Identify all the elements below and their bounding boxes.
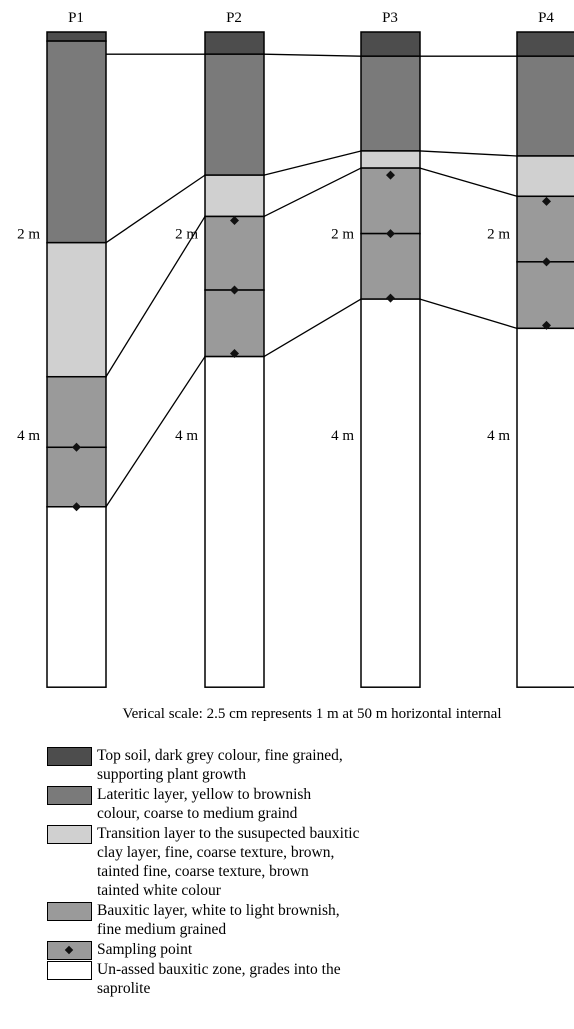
depth-mark-2m: 2 m — [175, 227, 198, 243]
layer-unassessed — [516, 327, 574, 688]
layer-bauxitic — [46, 446, 107, 508]
profile-p1: P1 2 m 4 m — [17, 10, 107, 688]
sampling-point — [542, 320, 551, 330]
sampling-point — [542, 196, 551, 206]
sampling-point — [72, 442, 81, 452]
sampling-point-icon — [64, 945, 74, 955]
layer-transition — [516, 155, 574, 198]
layer-bauxitic — [516, 261, 574, 330]
legend-item-transition: Transition layer to the susupected bauxi… — [47, 824, 467, 900]
legend-text: Lateritic layer, yellow to brownish colo… — [97, 786, 312, 822]
depth-mark-2m: 2 m — [487, 227, 510, 243]
layer-bauxitic — [360, 232, 421, 300]
profile-p2: P2 2 m 4 m — [175, 10, 265, 688]
legend-swatch-transition — [47, 825, 92, 844]
sampling-point — [230, 349, 239, 359]
profile-label: P1 — [68, 10, 84, 26]
profile-label: P3 — [382, 10, 398, 26]
layer-transition — [46, 241, 107, 378]
layer-lateritic — [204, 53, 265, 176]
legend-swatch-bauxitic — [47, 902, 92, 921]
scale-note: Verical scale: 2.5 cm represents 1 m at … — [122, 706, 501, 722]
layer-topsoil — [46, 31, 107, 42]
legend-item-lateritic: Lateritic layer, yellow to brownish colo… — [47, 785, 467, 823]
correlation-line — [419, 150, 518, 157]
profile-label: P2 — [226, 10, 242, 26]
correlation-lines — [105, 53, 518, 508]
legend-text: Transition layer to the susupected bauxi… — [97, 825, 360, 899]
layer-lateritic — [46, 40, 107, 244]
layer-bauxitic — [204, 215, 265, 291]
legend-text: Un-assed bauxitic zone, grades into the … — [97, 961, 341, 997]
layer-transition — [360, 150, 421, 169]
legend-swatch-topsoil — [47, 747, 92, 766]
layer-topsoil — [516, 31, 574, 57]
profiles-layer: P1 2 m 4 m P2 2 m 4 m P3 2 m 4 m P4 2 m 4 m — [17, 10, 574, 688]
depth-mark-4m: 4 m — [331, 428, 354, 444]
depth-mark-4m: 4 m — [17, 428, 40, 444]
legend-swatch-lateritic — [47, 786, 92, 805]
layer-topsoil — [360, 31, 421, 57]
sampling-point — [386, 229, 395, 239]
layer-unassessed — [204, 355, 265, 688]
layer-bauxitic — [204, 289, 265, 358]
profile-diagram: P1 2 m 4 m P2 2 m 4 m P3 2 m 4 m P4 2 m 4 m Verical… — [17, 10, 574, 722]
legend-item-topsoil: Top soil, dark grey colour, fine grained… — [47, 746, 467, 784]
layer-transition — [204, 174, 265, 218]
correlation-line — [263, 298, 362, 358]
legend-text: Bauxitic layer, white to light brownish,… — [97, 902, 340, 938]
correlation-line — [105, 174, 206, 244]
legend-item-sampling: Sampling point — [47, 940, 467, 960]
legend-item-bauxitic: Bauxitic layer, white to light brownish,… — [47, 901, 467, 939]
layer-topsoil — [204, 31, 265, 55]
legend-swatch-unassessed — [47, 961, 92, 980]
legend-item-unassessed: Un-assed bauxitic zone, grades into the … — [47, 960, 467, 998]
correlation-line — [419, 167, 518, 197]
legend-text: Sampling point — [97, 941, 193, 958]
depth-mark-2m: 2 m — [17, 227, 40, 243]
depth-mark-2m: 2 m — [331, 227, 354, 243]
legend: Top soil, dark grey colour, fine grained… — [47, 746, 467, 999]
correlation-line — [105, 356, 206, 508]
sampling-point — [72, 502, 81, 512]
sampling-point — [230, 285, 239, 295]
legend-swatch-sampling — [47, 941, 92, 960]
layer-bauxitic — [516, 195, 574, 263]
profile-p3: P3 2 m 4 m — [331, 10, 421, 688]
correlation-line — [263, 53, 362, 57]
correlation-line — [419, 298, 518, 329]
layer-lateritic — [360, 55, 421, 152]
layer-unassessed — [46, 506, 107, 688]
profile-p4: P4 2 m 4 m — [487, 10, 574, 688]
sampling-point — [386, 293, 395, 303]
depth-mark-4m: 4 m — [175, 428, 198, 444]
profile-label: P4 — [538, 10, 554, 26]
sampling-point — [230, 215, 239, 225]
sampling-point — [542, 257, 551, 267]
layer-lateritic — [516, 55, 574, 157]
legend-text: Top soil, dark grey colour, fine grained… — [97, 747, 343, 783]
depth-mark-4m: 4 m — [487, 428, 510, 444]
sampling-point — [386, 170, 395, 180]
layer-bauxitic — [46, 375, 107, 449]
layer-unassessed — [360, 298, 421, 688]
correlation-line — [263, 167, 362, 218]
correlation-line — [105, 216, 206, 378]
correlation-line — [263, 150, 362, 176]
